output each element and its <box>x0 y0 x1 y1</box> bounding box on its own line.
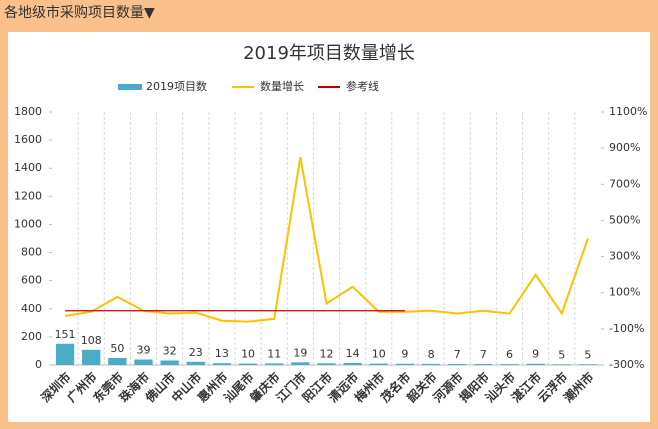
chart-title: 2019年项目数量增长 <box>243 43 415 64</box>
y2-tick-label: -100% <box>609 322 644 335</box>
bar-label: 32 <box>163 345 177 358</box>
y2-tick-label: 1100% <box>609 105 647 118</box>
chart-panel <box>8 32 650 422</box>
bar-label: 14 <box>346 347 360 360</box>
legend-swatch <box>118 84 142 90</box>
y2-tick-label: 900% <box>609 141 640 154</box>
bar <box>238 363 258 365</box>
y-tick-label: 800 <box>21 246 42 259</box>
bar <box>291 362 310 365</box>
bar <box>265 363 284 365</box>
bar-label: 13 <box>215 347 229 360</box>
line <box>64 157 589 323</box>
bar <box>578 364 598 365</box>
bar <box>82 349 101 365</box>
bar-label: 11 <box>267 347 281 360</box>
y-tick-label: 600 <box>21 274 42 287</box>
bar <box>55 343 75 365</box>
y2-tick-label: 100% <box>609 286 640 299</box>
legend-label: 数量增长 <box>260 79 304 93</box>
y-tick-label: 1000 <box>14 217 42 230</box>
bar-label: 9 <box>401 348 408 361</box>
y-tick-label: 1400 <box>14 161 42 174</box>
legend-label: 参考线 <box>346 79 379 93</box>
bar <box>186 361 205 365</box>
bar <box>108 357 127 365</box>
bar <box>395 363 415 365</box>
y-tick-label: 1800 <box>14 105 42 118</box>
bar-label: 23 <box>189 346 203 359</box>
y2-tick-label: 700% <box>609 177 640 190</box>
bar-label: 7 <box>454 348 461 361</box>
bar-label: 108 <box>81 334 102 347</box>
bar <box>160 360 179 365</box>
bar <box>421 363 441 365</box>
y2-tick-label: 500% <box>609 213 640 226</box>
y-tick-label: 400 <box>21 302 42 315</box>
bar <box>343 363 362 365</box>
bar <box>500 364 519 365</box>
bar-label: 39 <box>137 344 151 357</box>
bar <box>317 363 336 365</box>
bar <box>134 359 153 365</box>
bar-label: 7 <box>480 348 487 361</box>
legend-label: 2019项目数 <box>146 80 207 93</box>
y-tick-label: 1200 <box>14 189 42 202</box>
y-tick-label: 1600 <box>14 133 42 146</box>
bar-label: 19 <box>293 346 307 359</box>
bar-label: 151 <box>55 328 76 341</box>
bar <box>369 363 388 365</box>
bar-label: 10 <box>241 348 255 361</box>
header-title[interactable]: 各地级市采购项目数量▼ <box>4 4 155 21</box>
bar <box>526 363 545 365</box>
y-tick-label: 200 <box>21 330 42 343</box>
bar-label: 5 <box>558 348 565 361</box>
bar <box>552 364 571 365</box>
bar <box>212 363 232 365</box>
bar-label: 6 <box>506 348 513 361</box>
bar-label: 5 <box>584 348 591 361</box>
bar-label: 9 <box>532 348 539 361</box>
bar-label: 50 <box>110 342 124 355</box>
bar-label: 8 <box>428 348 435 361</box>
bar-label: 12 <box>320 347 334 360</box>
y2-tick-label: -300% <box>609 358 644 371</box>
bar <box>474 364 493 365</box>
y2-tick-label: 300% <box>609 250 640 263</box>
bar <box>448 364 467 365</box>
y-tick-label: 0 <box>35 358 42 371</box>
bar-label: 10 <box>372 348 386 361</box>
